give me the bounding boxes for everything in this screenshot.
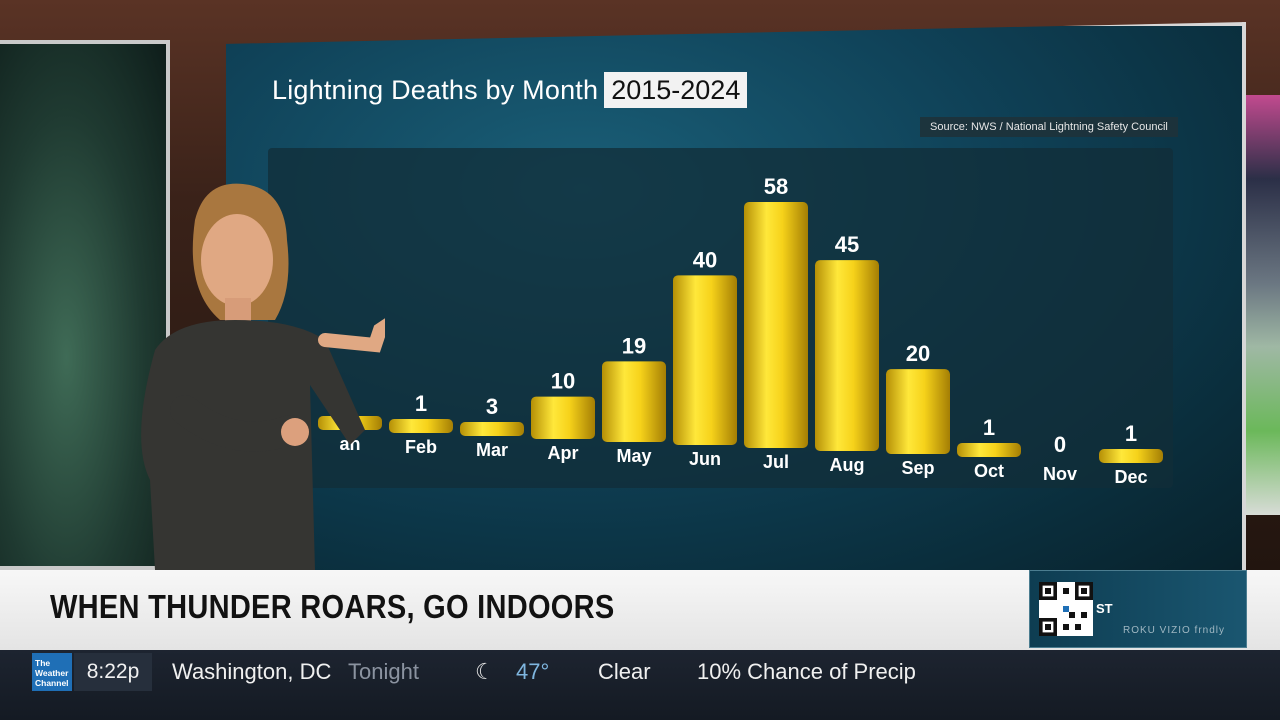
chart-date-range: 2015-2024 [604,72,748,108]
ticker-bar [0,650,1280,720]
left-radar-screen [0,40,170,570]
presenter [141,183,385,570]
ticker-location: Washington, DC [172,659,332,684]
ticker-period: Tonight [348,659,419,684]
headline: WHEN THUNDER ROARS, GO INDOORS [50,588,615,625]
partner-logos: ROKU VIZIO frndly [1123,625,1226,636]
weather-channel-logo: The Weather Channel [32,653,72,691]
ticker-precip: 10% Chance of Precip [697,659,916,684]
qr-code [1039,582,1093,636]
chart-title: Lightning Deaths by Month [272,74,599,105]
chart-title-bar: Lightning Deaths by Month 2015-2024 [266,72,748,108]
ticker-time: 8:22p [74,653,152,691]
chart-panel [268,148,1173,488]
qr-label: ST [1096,601,1113,616]
ticker-condition: Clear [598,659,651,684]
chart-source: Source: NWS / National Lightning Safety … [920,117,1178,137]
moon-icon: ☾ [475,659,495,684]
ticker-temperature: 47° [516,659,550,684]
